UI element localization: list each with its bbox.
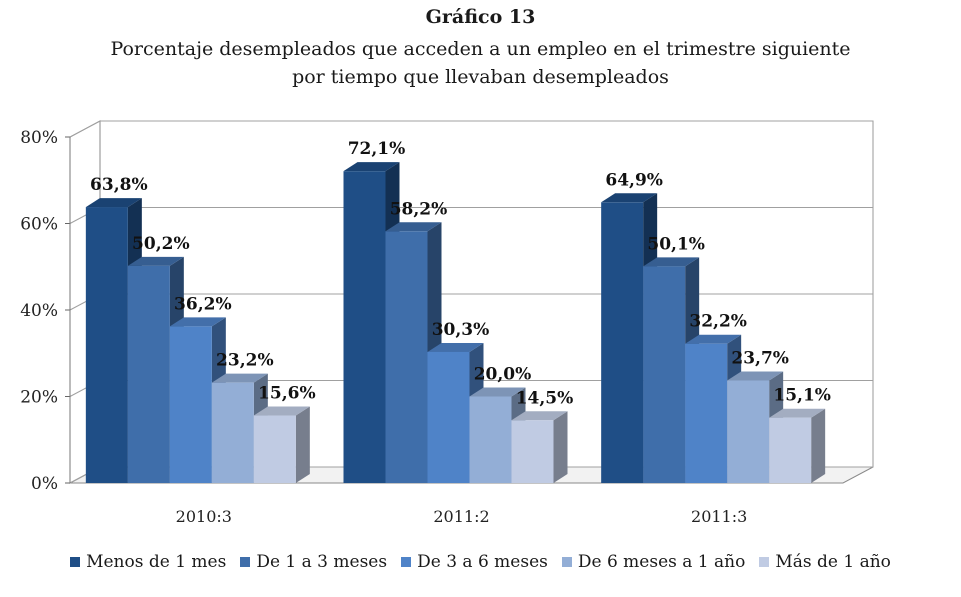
bar-top	[253, 406, 310, 416]
bar-side	[811, 408, 826, 483]
bar	[343, 171, 386, 484]
chart-subtitle-line-2: por tiempo que llevaban desempleados	[292, 66, 669, 88]
bar-top	[127, 256, 184, 266]
bar-top	[601, 193, 658, 203]
bar-top	[85, 198, 142, 208]
bar-top	[643, 257, 700, 267]
data-label: 50,2%	[132, 234, 190, 254]
x-tick-label: 2011:2	[433, 507, 489, 526]
legend-swatch	[70, 557, 81, 567]
bar-top	[169, 317, 226, 327]
data-label: 32,2%	[689, 312, 747, 332]
legend-swatch	[561, 557, 572, 567]
bar-top	[211, 373, 268, 383]
data-label: 36,2%	[174, 294, 232, 314]
legend-item: De 3 a 6 meses	[401, 552, 548, 572]
legend-label: Más de 1 año	[775, 552, 891, 572]
bar	[601, 202, 644, 483]
bar	[727, 380, 770, 483]
bar	[511, 420, 554, 483]
chart-title: Gráfico 13	[425, 6, 536, 28]
bar-top	[511, 411, 568, 421]
data-label: 23,7%	[731, 348, 789, 368]
bar	[427, 351, 470, 483]
y-tick-label: 40%	[20, 301, 58, 321]
legend-swatch	[401, 557, 412, 567]
bar	[253, 415, 296, 483]
bar-top	[769, 408, 826, 418]
legend-label: De 1 a 3 meses	[256, 552, 388, 572]
y-tick-label: 20%	[20, 388, 58, 408]
bar	[127, 265, 170, 483]
bar	[85, 207, 128, 483]
data-label: 15,6%	[258, 384, 316, 404]
bar-top	[727, 371, 784, 381]
data-label: 50,1%	[647, 234, 705, 254]
legend-item: De 1 a 3 meses	[240, 552, 387, 572]
data-label: 20,0%	[474, 365, 532, 385]
x-tick-label: 2011:3	[691, 507, 747, 526]
legend-item: De 6 meses a 1 año	[561, 552, 746, 572]
data-label: 72,1%	[348, 139, 406, 159]
chart-subtitle-line-1: Porcentaje desempleados que acceden a un…	[110, 38, 851, 60]
data-label: 23,2%	[216, 351, 274, 371]
bar	[685, 343, 728, 483]
bar-side	[553, 411, 568, 483]
data-label: 14,5%	[516, 388, 574, 408]
legend-label: De 6 meses a 1 año	[577, 552, 746, 572]
chart-legend: Menos de 1 mes De 1 a 3 meses De 3 a 6 mes…	[0, 552, 961, 572]
y-tick-label: 80%	[20, 128, 58, 148]
bar-side	[295, 406, 310, 483]
legend-swatch	[759, 557, 770, 567]
data-label: 63,8%	[90, 175, 148, 195]
data-label: 58,2%	[390, 199, 448, 219]
legend-swatch	[240, 557, 251, 567]
bar	[469, 396, 512, 483]
bar-top	[427, 342, 484, 352]
x-tick-label: 2010:3	[176, 507, 232, 526]
legend-item: Más de 1 año	[759, 552, 891, 572]
data-label: 30,3%	[432, 320, 490, 340]
legend-item: Menos de 1 mes	[70, 552, 226, 572]
legend-label: De 3 a 6 meses	[417, 552, 548, 572]
bar-top	[685, 334, 742, 344]
data-label: 64,9%	[605, 170, 663, 190]
bar	[211, 382, 254, 483]
data-label: 15,1%	[773, 386, 831, 406]
bar-top	[343, 162, 400, 172]
bar	[385, 231, 428, 483]
bar	[643, 266, 686, 483]
legend-label: Menos de 1 mes	[86, 552, 227, 572]
bar	[169, 326, 212, 483]
y-tick-label: 60%	[20, 215, 58, 235]
bar-top	[469, 387, 526, 397]
bar	[769, 417, 812, 483]
y-tick-label: 0%	[31, 474, 58, 494]
bar-top	[385, 222, 442, 232]
gridline	[69, 120, 873, 138]
